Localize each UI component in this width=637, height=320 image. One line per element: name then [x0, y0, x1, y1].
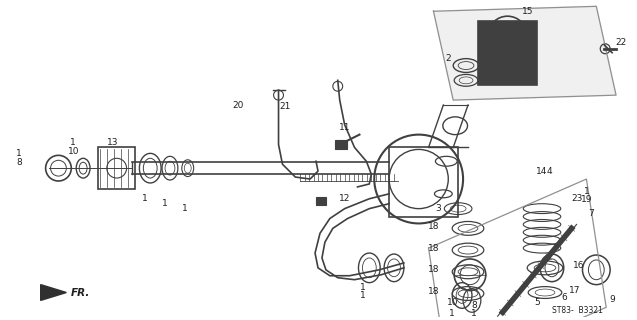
Polygon shape	[433, 6, 616, 100]
Text: 15: 15	[522, 7, 533, 16]
Text: 22: 22	[615, 38, 627, 47]
Text: 5: 5	[534, 298, 540, 307]
Text: 21: 21	[280, 102, 291, 111]
Text: 1: 1	[359, 291, 365, 300]
Text: 1: 1	[16, 149, 22, 158]
Text: 1: 1	[471, 309, 477, 318]
Bar	[316, 197, 326, 205]
Text: 16: 16	[573, 261, 584, 270]
Text: FR.: FR.	[71, 287, 90, 298]
Text: 8: 8	[471, 301, 477, 310]
Text: 9: 9	[609, 295, 615, 304]
Text: 17: 17	[569, 286, 580, 295]
Bar	[478, 21, 537, 85]
Text: 1: 1	[70, 138, 76, 147]
Text: 1: 1	[583, 187, 589, 196]
Text: 4: 4	[547, 167, 552, 176]
Circle shape	[481, 22, 495, 36]
Text: 1: 1	[143, 194, 148, 203]
Text: 18: 18	[427, 222, 440, 231]
Text: 18: 18	[427, 265, 440, 274]
Bar	[335, 140, 347, 149]
Text: 13: 13	[107, 138, 118, 147]
Text: ST83-  B3321: ST83- B3321	[552, 306, 603, 315]
Text: 3: 3	[436, 204, 441, 213]
Text: 14: 14	[536, 167, 548, 176]
Text: 18: 18	[427, 287, 440, 296]
Text: 23: 23	[571, 194, 582, 203]
Text: 7: 7	[589, 209, 594, 218]
Text: 1: 1	[449, 309, 455, 318]
Text: 19: 19	[581, 195, 592, 204]
Bar	[389, 148, 458, 217]
Text: 18: 18	[427, 244, 440, 252]
Text: 1: 1	[182, 204, 188, 213]
Text: 10: 10	[447, 298, 458, 307]
Text: 10: 10	[68, 147, 79, 156]
Text: 12: 12	[339, 194, 350, 203]
Text: 20: 20	[233, 100, 244, 109]
Text: 8: 8	[16, 158, 22, 167]
Text: 6: 6	[562, 293, 568, 302]
Text: 2: 2	[445, 54, 451, 63]
Text: 11: 11	[339, 123, 350, 132]
Text: 1: 1	[359, 283, 365, 292]
Text: 1: 1	[162, 199, 168, 208]
Bar	[98, 148, 136, 189]
Polygon shape	[41, 284, 66, 300]
